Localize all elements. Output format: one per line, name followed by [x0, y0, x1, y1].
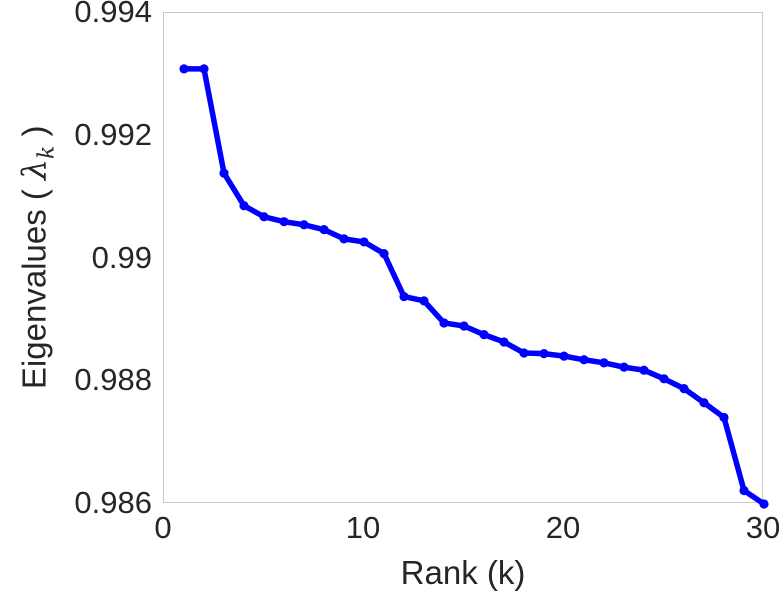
series-markers	[179, 64, 769, 509]
data-point	[679, 384, 689, 394]
data-point	[259, 212, 269, 222]
data-point	[279, 217, 289, 227]
y-tick-label: 0.99	[91, 239, 152, 275]
data-series-eigenvalues	[179, 64, 769, 509]
x-tick-label: 10	[345, 510, 381, 545]
data-point	[499, 337, 509, 347]
y-tick-label: 0.986	[74, 485, 152, 520]
y-axis-label-suffix: )	[15, 125, 53, 146]
data-point	[519, 348, 529, 358]
data-point	[539, 349, 549, 359]
data-point	[479, 330, 489, 340]
y-tick-label: 0.988	[74, 362, 152, 398]
data-point	[719, 412, 729, 423]
data-point	[219, 168, 229, 178]
data-point	[699, 398, 709, 408]
series-line	[181, 66, 767, 507]
data-point	[399, 291, 409, 302]
data-point	[599, 358, 609, 368]
data-point	[439, 318, 449, 328]
x-tick-label: 0	[154, 510, 172, 545]
lambda-subscript: k	[34, 145, 60, 160]
plot-area	[163, 12, 769, 509]
data-point	[339, 234, 349, 244]
lambda-symbol: λ	[14, 159, 54, 180]
data-point	[379, 248, 389, 259]
x-tick-label: 30	[745, 510, 781, 545]
data-point	[759, 499, 769, 509]
y-tick-label: 0.992	[74, 116, 152, 152]
data-point	[739, 485, 749, 496]
data-point	[659, 374, 669, 384]
data-point	[559, 351, 569, 361]
data-point	[299, 220, 309, 230]
data-point	[419, 296, 429, 306]
data-point	[579, 355, 589, 365]
data-point	[359, 237, 369, 247]
data-point	[199, 64, 209, 74]
y-tick-label: 0.994	[74, 0, 152, 29]
y-axis-label: Eigenvalues ( λk )	[14, 0, 60, 527]
x-axis-label: Rank (k)	[400, 554, 526, 591]
data-point	[319, 225, 329, 235]
x-tick-label: 20	[545, 510, 581, 545]
data-point	[179, 64, 189, 74]
data-point	[459, 321, 469, 331]
data-point	[639, 365, 649, 375]
y-axis-label-prefix: Eigenvalues (	[15, 179, 53, 390]
data-point	[619, 362, 629, 372]
data-point	[239, 201, 249, 211]
